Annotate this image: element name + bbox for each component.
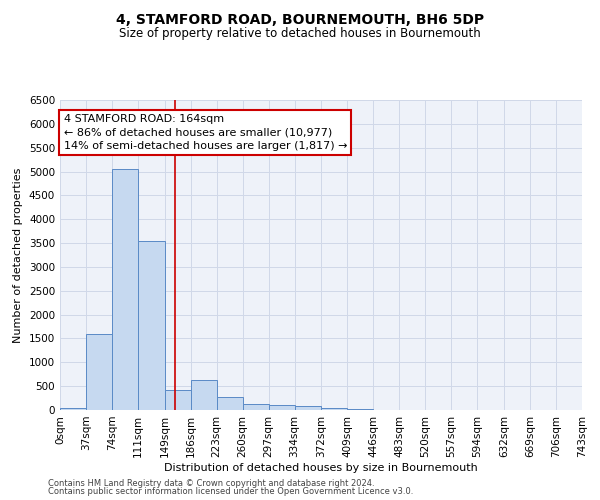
Bar bbox=[269, 405, 295, 410]
Bar bbox=[164, 390, 191, 410]
Y-axis label: Number of detached properties: Number of detached properties bbox=[13, 168, 23, 342]
Bar bbox=[191, 380, 217, 410]
Text: 4, STAMFORD ROAD, BOURNEMOUTH, BH6 5DP: 4, STAMFORD ROAD, BOURNEMOUTH, BH6 5DP bbox=[116, 12, 484, 26]
Bar bbox=[295, 406, 322, 410]
Text: Contains public sector information licensed under the Open Government Licence v3: Contains public sector information licen… bbox=[48, 487, 413, 496]
X-axis label: Distribution of detached houses by size in Bournemouth: Distribution of detached houses by size … bbox=[164, 462, 478, 472]
Bar bbox=[322, 408, 347, 410]
Bar bbox=[242, 404, 269, 410]
Bar bbox=[347, 408, 373, 410]
Bar bbox=[86, 334, 112, 410]
Bar bbox=[60, 408, 86, 410]
Bar bbox=[217, 396, 242, 410]
Text: 4 STAMFORD ROAD: 164sqm
← 86% of detached houses are smaller (10,977)
14% of sem: 4 STAMFORD ROAD: 164sqm ← 86% of detache… bbox=[64, 114, 347, 150]
Text: Size of property relative to detached houses in Bournemouth: Size of property relative to detached ho… bbox=[119, 28, 481, 40]
Text: Contains HM Land Registry data © Crown copyright and database right 2024.: Contains HM Land Registry data © Crown c… bbox=[48, 478, 374, 488]
Bar bbox=[138, 240, 164, 410]
Bar bbox=[112, 169, 138, 410]
